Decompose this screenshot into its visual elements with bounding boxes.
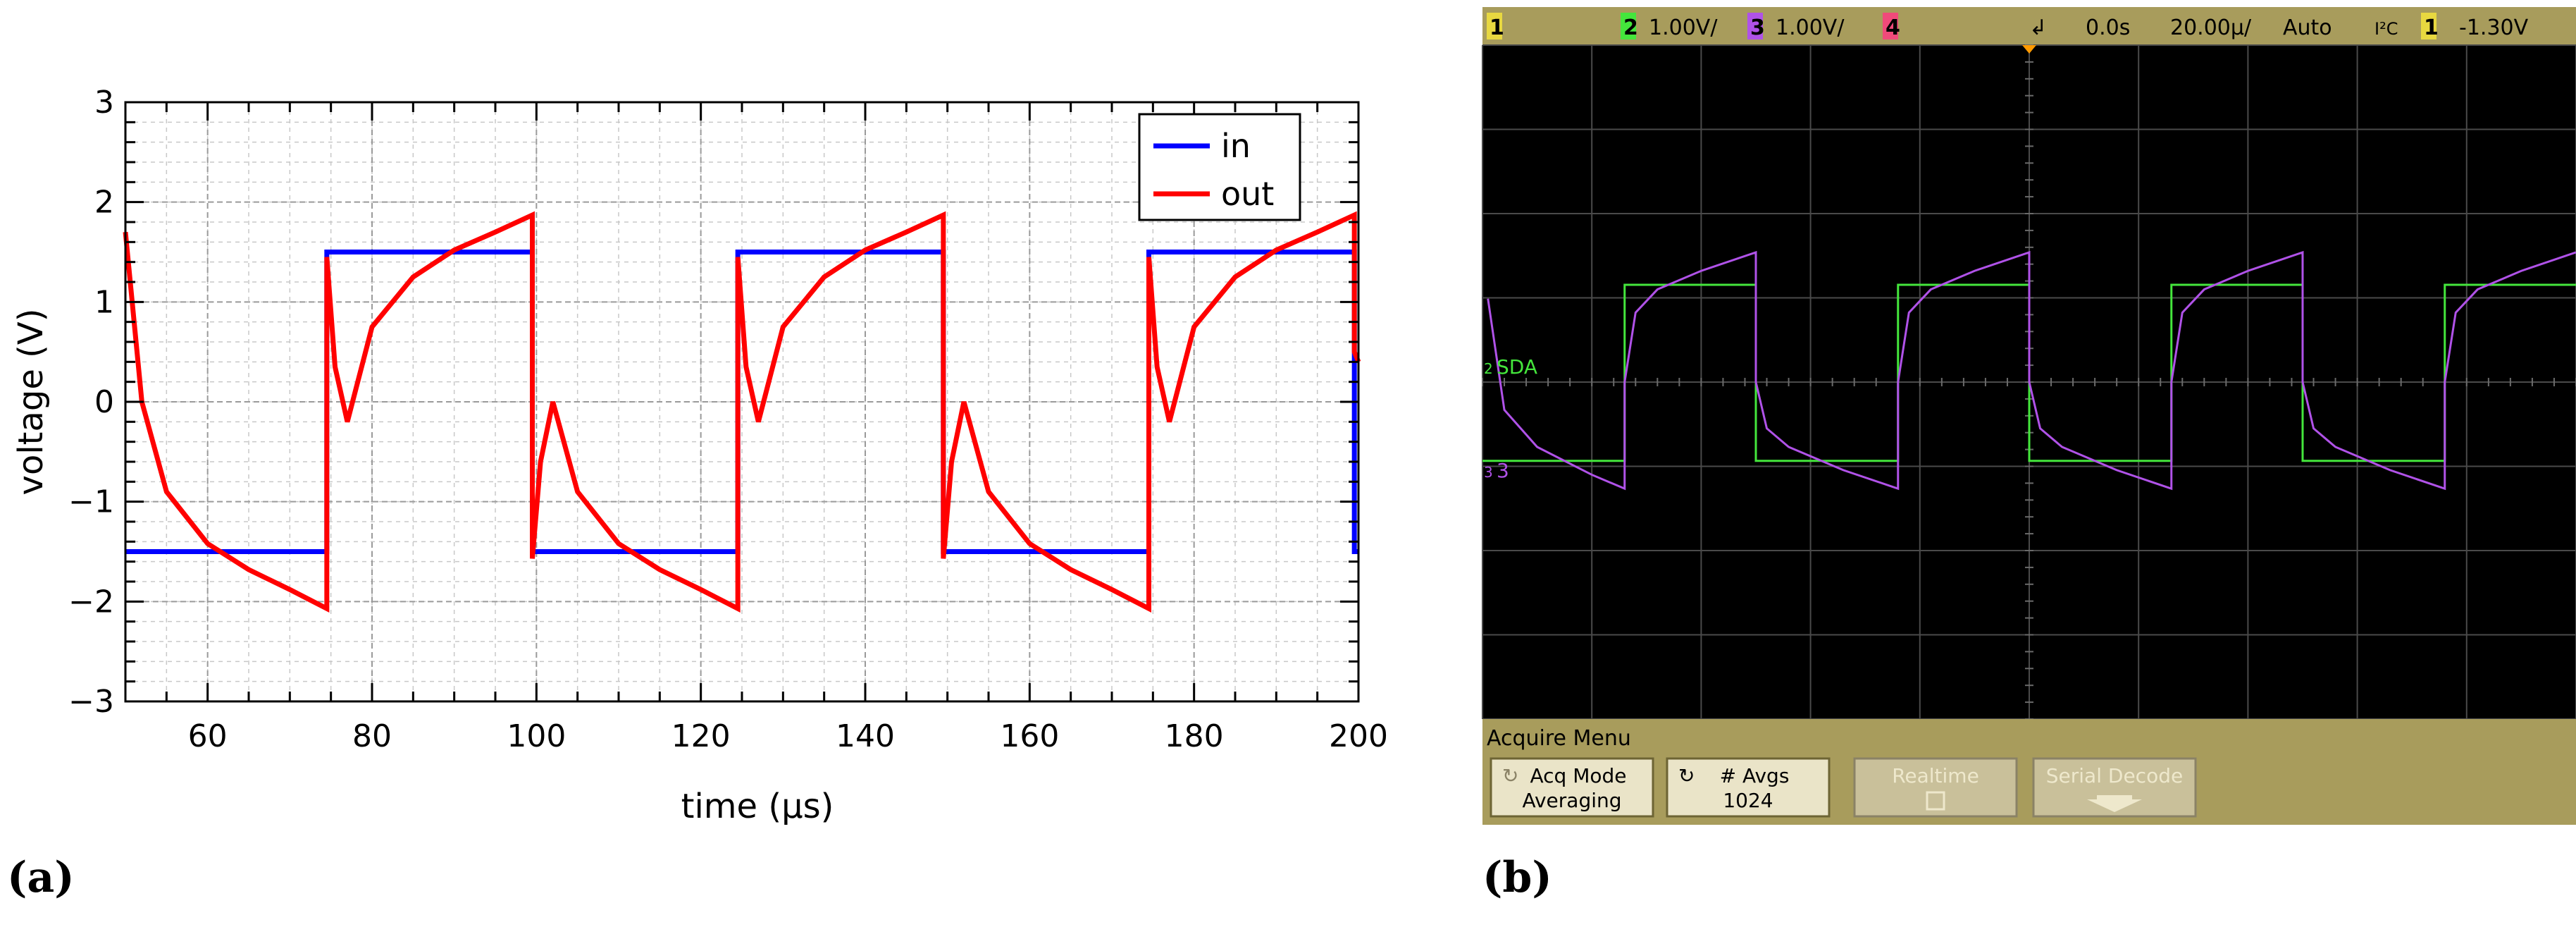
- acq-mode-value: Averaging: [1522, 789, 1621, 812]
- realtime-checkbox[interactable]: [1926, 791, 1945, 811]
- panel-b-oscilloscope: 1 2 1.00V/ 3 1.00V/ 4 ↲ 0.0s 20.00µ/ Aut…: [1466, 0, 2576, 924]
- series-line-in: [125, 250, 1358, 554]
- time-scale: 20.00µ/: [2170, 16, 2252, 40]
- chart-a-svg: 60 80 100 120 140 160 180 200 −3 −2 −1 0 1 2 3 in out t…: [11, 85, 1388, 826]
- trigger-mode: Auto: [2283, 16, 2332, 40]
- trigger-channel-badge: [2421, 13, 2436, 39]
- y-tick-label: 3: [94, 85, 114, 121]
- softkey-serial-decode[interactable]: Serial Decode: [2032, 757, 2197, 818]
- ch2-scale: 1.00V/: [1649, 16, 1718, 40]
- legend-label-out: out: [1221, 175, 1274, 213]
- acq-mode-icon: ↻: [1502, 764, 1518, 787]
- y-tick-label: 0: [94, 384, 114, 420]
- softkey-realtime[interactable]: Realtime: [1853, 757, 2018, 818]
- ch3-badge: [1747, 13, 1763, 39]
- protocol-label: I²C: [2374, 19, 2398, 39]
- legend-box: [1138, 113, 1301, 221]
- acq-mode-label: Acq Mode: [1530, 764, 1626, 787]
- x-tick-label: 80: [352, 718, 392, 754]
- caption-a: (a): [7, 853, 75, 902]
- ch1-badge: [1487, 13, 1502, 39]
- y-tick-label: 2: [94, 185, 114, 221]
- num-avgs-icon: ↻: [1678, 764, 1695, 787]
- trigger-edge-icon: ↲: [2029, 16, 2047, 40]
- num-avgs-value: 1024: [1723, 789, 1773, 812]
- menu-title: Acquire Menu: [1487, 726, 1631, 751]
- serial-decode-label: Serial Decode: [2046, 764, 2183, 787]
- status-bar-items: 1 2 1.00V/ 3 1.00V/ 4 ↲ 0.0s 20.00µ/ Aut…: [1487, 13, 2529, 40]
- ch4-badge-label: 4: [1885, 16, 1900, 40]
- scope-graticule: [1482, 44, 2576, 720]
- ch2-badge-label: 2: [1623, 16, 1638, 40]
- realtime-label: Realtime: [1892, 764, 1979, 787]
- ch3-marker-num: 3: [1484, 464, 1493, 481]
- time-offset: 0.0s: [2086, 16, 2130, 40]
- x-tick-label: 60: [188, 718, 228, 754]
- ch4-badge: [1883, 13, 1898, 39]
- chart-a-legend: in out: [1138, 113, 1301, 221]
- chart-a-series: [123, 211, 1361, 613]
- num-avgs-label: # Avgs: [1720, 764, 1790, 787]
- x-tick-label: 120: [671, 718, 731, 754]
- trace-3: [1487, 250, 2576, 491]
- ch3-marker-label: 3: [1497, 459, 1509, 482]
- softkey-num-avgs[interactable]: ↻ # Avgs 1024: [1666, 757, 1831, 818]
- x-tick-label: 200: [1329, 718, 1388, 754]
- softkey-acq-mode[interactable]: ↻ Acq Mode Averaging: [1490, 757, 1654, 818]
- y-tick-label: −2: [68, 584, 114, 620]
- menu-bar: [1482, 719, 2576, 825]
- x-tick-label: 100: [507, 718, 566, 754]
- ch2-marker-num: 2: [1484, 360, 1493, 377]
- trigger-level: -1.30V: [2459, 16, 2529, 40]
- x-axis-label: time (µs): [681, 787, 834, 826]
- ch3-scale: 1.00V/: [1776, 16, 1845, 40]
- serial-decode-arrow-icon: [2087, 795, 2142, 812]
- y-tick-label: −1: [68, 484, 114, 520]
- scope-traces: [1482, 250, 2576, 491]
- x-tick-label: 180: [1165, 718, 1224, 754]
- status-bar: [1482, 7, 2576, 45]
- series-line-out: [123, 211, 1361, 613]
- panel-a-chart: 60 80 100 120 140 160 180 200 −3 −2 −1 0 1 2 3 in out t…: [7, 85, 1388, 902]
- y-tick-label: 1: [94, 284, 114, 320]
- ch2-marker-label: SDA: [1497, 355, 1537, 379]
- caption-b: (b): [1482, 853, 1552, 902]
- ch3-badge-label: 3: [1750, 16, 1765, 40]
- trigger-position-marker: [2022, 45, 2036, 54]
- ch2-badge: [1621, 13, 1636, 39]
- x-tick-label: 140: [836, 718, 895, 754]
- channel-markers: 2 SDA 3 3: [1484, 355, 1537, 482]
- y-tick-label: −3: [68, 684, 114, 720]
- legend-label-in: in: [1221, 127, 1251, 165]
- chart-a-axes: 60 80 100 120 140 160 180 200 −3 −2 −1 0 1 2 3: [68, 85, 1388, 754]
- ch1-badge-label: 1: [1490, 16, 1504, 40]
- oscilloscope-svg: 1 2 1.00V/ 3 1.00V/ 4 ↲ 0.0s 20.00µ/ Aut…: [1482, 7, 2576, 825]
- y-axis-label: voltage (V): [11, 309, 51, 496]
- x-tick-label: 160: [1000, 718, 1059, 754]
- trigger-channel-label: 1: [2424, 16, 2439, 40]
